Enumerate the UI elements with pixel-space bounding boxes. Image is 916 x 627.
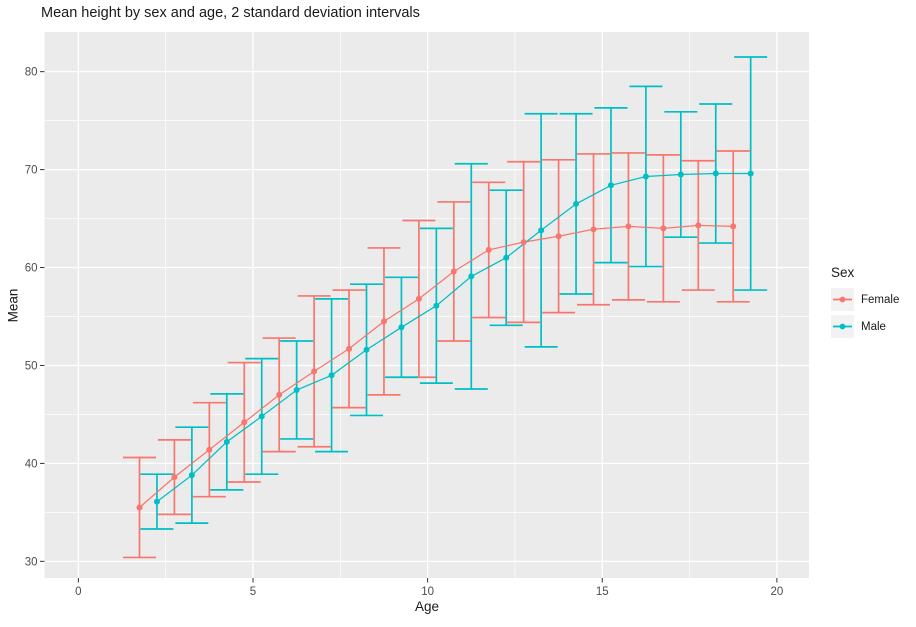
mean-point	[415, 295, 422, 302]
legend-item-male: Male	[831, 315, 899, 338]
mean-point	[346, 345, 353, 352]
mean-point	[206, 446, 213, 453]
mean-point	[607, 182, 614, 189]
legend-key-female-icon	[831, 288, 854, 311]
mean-point	[276, 391, 283, 398]
mean-point	[520, 239, 527, 246]
chart-title: Mean height by sex and age, 2 standard d…	[41, 5, 420, 21]
mean-point	[573, 200, 580, 207]
x-tick-label: 15	[596, 586, 609, 598]
y-tick-label: 30	[25, 556, 38, 568]
mean-point	[660, 225, 667, 232]
legend-items: Female Male	[831, 288, 899, 338]
mean-point	[380, 318, 387, 325]
y-tick-label: 70	[25, 165, 38, 177]
mean-point	[695, 222, 702, 229]
mean-line-female	[139, 224, 734, 508]
x-tick-label: 5	[250, 586, 256, 598]
mean-point	[136, 504, 143, 511]
legend-item-female: Female	[831, 288, 899, 311]
panel-background	[44, 32, 809, 578]
x-tick-label: 10	[421, 586, 434, 598]
mean-point	[468, 273, 475, 280]
mean-point	[153, 498, 160, 505]
mean-point	[328, 372, 335, 379]
mean-point	[258, 413, 265, 420]
mean-points-male	[153, 170, 754, 505]
legend: Sex Female Male	[831, 265, 899, 342]
mean-point	[241, 419, 248, 426]
mean-point	[450, 268, 457, 275]
legend-item-label: Female	[861, 293, 900, 306]
mean-point	[712, 170, 719, 177]
mean-point	[555, 233, 562, 240]
y-tick-label: 50	[25, 360, 38, 372]
mean-point	[503, 254, 510, 261]
mean-point	[293, 386, 300, 393]
mean-line-male	[156, 172, 751, 503]
legend-key-male-icon	[831, 315, 854, 338]
mean-point	[730, 223, 737, 230]
mean-point	[398, 324, 405, 331]
mean-point	[538, 227, 545, 234]
mean-points-female	[136, 222, 737, 511]
mean-point	[363, 346, 370, 353]
mean-point	[625, 223, 632, 230]
y-axis-title: Mean	[5, 288, 21, 323]
y-tick-label: 40	[25, 458, 38, 470]
y-tick-label: 80	[25, 67, 38, 79]
y-tick-label: 60	[25, 263, 38, 275]
mean-point	[590, 226, 597, 233]
mean-point	[677, 171, 684, 178]
mean-point	[642, 173, 649, 180]
mean-point	[188, 472, 195, 479]
legend-title: Sex	[831, 265, 855, 280]
x-tick-label: 0	[75, 586, 81, 598]
mean-point	[311, 368, 318, 375]
x-tick-label: 20	[770, 586, 783, 598]
mean-point	[223, 438, 230, 445]
mean-point	[171, 474, 178, 481]
x-axis-title: Age	[414, 599, 440, 614]
mean-point	[747, 170, 754, 177]
mean-point	[485, 246, 492, 253]
legend-item-label: Male	[861, 320, 886, 333]
mean-point	[433, 302, 440, 309]
